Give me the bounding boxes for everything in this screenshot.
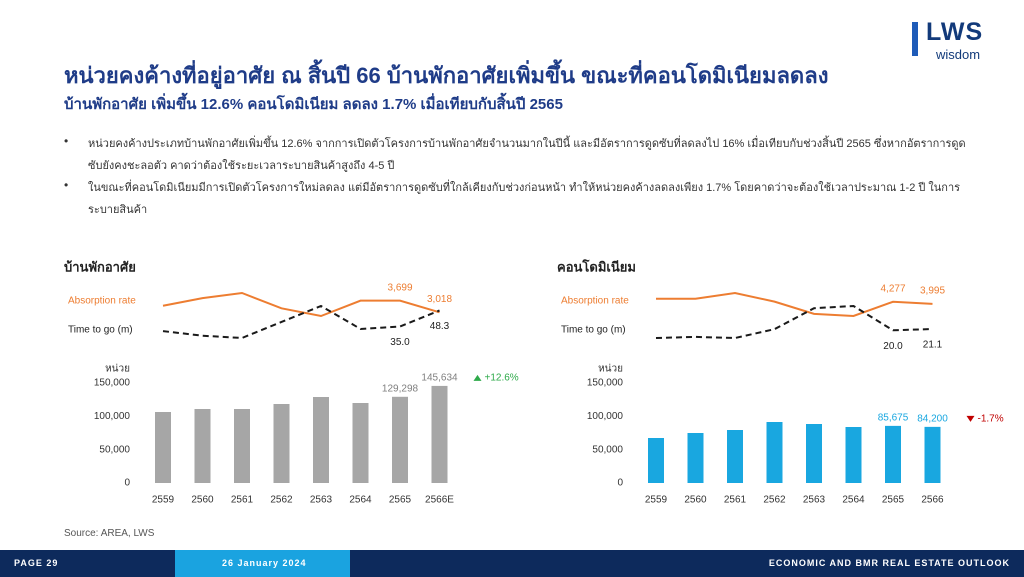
- data-label: 145,634: [421, 373, 458, 384]
- bar: [352, 403, 369, 483]
- x-tick-label: 2563: [803, 495, 826, 506]
- x-tick-label: 2559: [645, 495, 668, 506]
- y-tick-label: 100,000: [587, 411, 624, 422]
- bullet-dot: •: [64, 178, 69, 192]
- y-tick-label: 0: [617, 478, 623, 489]
- change-label: -1.7%: [978, 414, 1004, 425]
- x-tick-label: 2562: [270, 495, 293, 506]
- page-number: PAGE 29: [14, 558, 59, 568]
- change-arrow: [473, 374, 482, 381]
- bar: [155, 412, 171, 483]
- series-label: Absorption rate: [68, 296, 136, 307]
- line-label: 48.3: [430, 321, 450, 332]
- bar: [766, 422, 783, 483]
- x-tick-label: 2562: [763, 495, 786, 506]
- title: หน่วยคงค้างที่อยู่อาศัย ณ สิ้นปี 66 บ้าน…: [64, 63, 829, 88]
- x-tick-label: 2560: [191, 495, 214, 506]
- date: 26 January 2024: [222, 558, 307, 568]
- bar: [924, 426, 941, 483]
- line-label: 20.0: [883, 341, 903, 352]
- x-tick-label: 2564: [842, 495, 865, 506]
- bar: [727, 430, 743, 483]
- bar: [392, 396, 408, 483]
- line-label: 35.0: [390, 337, 410, 348]
- y-tick-label: 0: [124, 478, 130, 489]
- y-tick-label: 50,000: [99, 444, 130, 455]
- y-tick-label: 100,000: [94, 411, 131, 422]
- chart-title: บ้านพักอาศัย: [64, 259, 136, 274]
- data-label: 85,675: [878, 413, 909, 424]
- charts: บ้านพักอาศัยหน่วย 0 50,000 100,000 150,000 25…: [64, 258, 1004, 506]
- x-tick-label: 2560: [684, 495, 707, 506]
- subtitle: บ้านพักอาศัย เพิ่มขึ้น 12.6% คอนโดมิเนีย…: [64, 96, 563, 113]
- source: Source: AREA, LWS: [64, 528, 155, 539]
- x-tick-label: 2566: [921, 495, 944, 506]
- logo-tagline: wisdom: [936, 47, 981, 62]
- line-label: 3,699: [387, 282, 412, 293]
- footer-bar: [0, 550, 1024, 577]
- x-tick-label: 2566E: [425, 495, 454, 506]
- line: [162, 291, 440, 318]
- chart-title: คอนโดมิเนียม: [557, 258, 636, 274]
- bar: [806, 424, 822, 483]
- y-tick-label: 150,000: [587, 378, 624, 389]
- y-axis-label: หน่วย: [598, 364, 623, 375]
- bar: [194, 409, 211, 483]
- x-tick-label: 2561: [231, 495, 254, 506]
- y-tick-label: 50,000: [592, 444, 623, 455]
- bullet-dot: •: [64, 134, 69, 148]
- bullet: หน่วยคงค้างประเภทบ้านพักอาศัยเพิ่มขึ้น 1…: [88, 138, 966, 172]
- data-label: 84,200: [917, 414, 948, 425]
- bar: [234, 409, 250, 483]
- data-label: 129,298: [382, 383, 419, 394]
- y-tick-label: 150,000: [94, 378, 131, 389]
- series-label: Time to go (m): [561, 325, 626, 336]
- bar: [885, 425, 901, 483]
- bar: [431, 385, 448, 483]
- bar: [687, 433, 704, 483]
- bar: [845, 427, 862, 483]
- line-label: 4,277: [880, 283, 905, 294]
- x-tick-label: 2565: [882, 495, 905, 506]
- logo-bar: [912, 22, 918, 56]
- line: [656, 291, 933, 318]
- bar: [648, 438, 664, 483]
- series-label: Time to go (m): [68, 325, 133, 336]
- bar: [273, 404, 290, 483]
- report-name: ECONOMIC AND BMR REAL ESTATE OUTLOOK: [768, 558, 1010, 568]
- logo-name: LWS: [926, 18, 984, 46]
- x-tick-label: 2563: [310, 495, 333, 506]
- change-label: +12.6%: [485, 373, 519, 384]
- line-label: 21.1: [923, 340, 943, 351]
- line-label: 3,018: [427, 294, 452, 305]
- y-axis-label: หน่วย: [105, 364, 130, 375]
- line: [162, 304, 440, 340]
- series-label: Absorption rate: [561, 296, 629, 307]
- x-tick-label: 2559: [152, 495, 175, 506]
- x-tick-label: 2565: [389, 495, 412, 506]
- bar: [313, 397, 329, 483]
- x-tick-label: 2564: [349, 495, 372, 506]
- line: [655, 304, 933, 340]
- line-label: 3,995: [920, 285, 945, 296]
- bullet: ในขณะที่คอนโดมิเนียมมีการเปิดตัวโครงการใ…: [88, 182, 961, 216]
- change-arrow: [966, 415, 975, 422]
- footer-accent: [175, 550, 350, 577]
- x-tick-label: 2561: [724, 495, 747, 506]
